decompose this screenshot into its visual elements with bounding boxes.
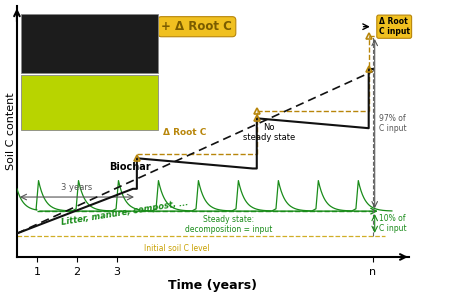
- Text: Litter: every year,: Litter: every year,: [27, 77, 106, 86]
- Text: No
steady state: No steady state: [243, 123, 295, 142]
- FancyBboxPatch shape: [21, 14, 158, 73]
- Text: Δ Root
C input: Δ Root C input: [379, 17, 410, 36]
- Text: Litter, manure, compost, ...: Litter, manure, compost, ...: [61, 198, 189, 227]
- FancyBboxPatch shape: [21, 75, 158, 130]
- X-axis label: Time (years): Time (years): [168, 280, 257, 292]
- Text: Biochar: Biochar: [109, 162, 151, 172]
- Text: decomposition ≈ 90%: decomposition ≈ 90%: [27, 95, 112, 104]
- Text: Steady state:
decomposition = input: Steady state: decomposition = input: [185, 215, 273, 234]
- Text: Biochar: every 3 years,: Biochar: every 3 years,: [27, 19, 128, 28]
- Text: 10% of
C input: 10% of C input: [379, 214, 406, 233]
- Text: 3 years: 3 years: [61, 183, 92, 192]
- Text: 97% of
C input: 97% of C input: [379, 114, 406, 133]
- Text: Initial soil C level: Initial soil C level: [144, 244, 210, 253]
- Text: decomposition ≈ 10%: decomposition ≈ 10%: [27, 37, 112, 46]
- Text: Δ Root C: Δ Root C: [163, 128, 207, 137]
- Y-axis label: Soil C content: Soil C content: [6, 92, 16, 170]
- Text: + Δ Root C: + Δ Root C: [161, 20, 232, 33]
